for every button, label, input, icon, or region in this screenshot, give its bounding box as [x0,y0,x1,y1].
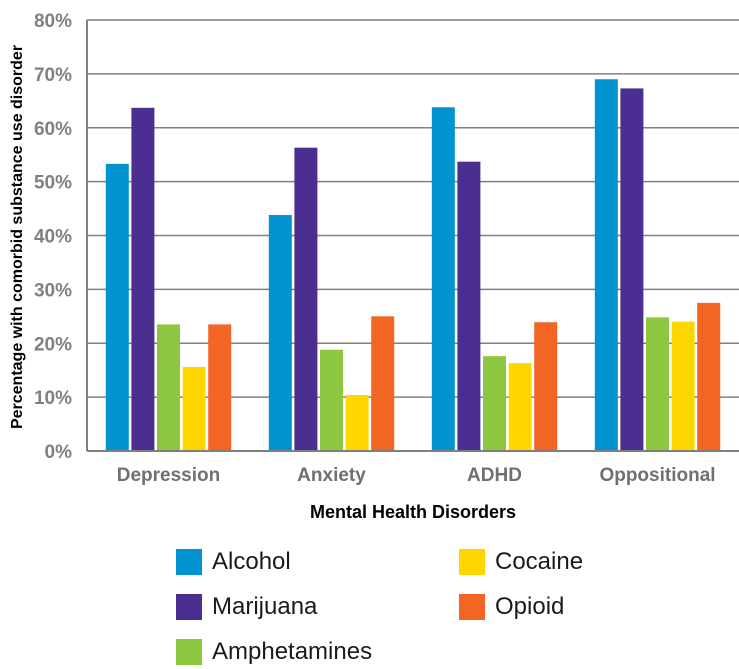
bar-opioid-oppositional [697,302,721,451]
bar-cocaine-anxiety [345,394,369,451]
bar-amphetamines-anxiety [320,349,343,451]
bar-chart: 0% 10% 20% 30% 40% 50% 60% 70% 80% Depression Anx… [9,11,739,522]
legend-label: Amphetamines [212,638,373,665]
bars [105,79,721,451]
legend-swatch [176,594,202,620]
bar-alcohol-anxiety [268,215,292,451]
y-axis-title: Percentage with comorbid substance use d… [9,45,26,429]
bar-amphetamines-depression [157,324,180,451]
x-tick-label: Depression [117,465,220,486]
x-tick-label: Anxiety [297,465,366,486]
bar-amphetamines-oppositional [646,317,669,451]
x-tick-label: ADHD [467,465,522,486]
gridlines [87,19,739,398]
legend-item-alcohol: Alcohol [176,545,291,579]
x-tick-label: Oppositional [599,465,715,486]
legend-item-amphetamines: Amphetamines [176,635,372,669]
legend-swatch [176,639,202,665]
bar-cocaine-oppositional [671,321,695,451]
legend: Alcohol Marijuana Amphetamines Cocaine Opioi… [176,545,646,665]
y-tick-label: 70% [34,65,72,86]
legend-label: Cocaine [495,548,584,575]
bar-marijuana-adhd [457,161,481,451]
y-tick-label: 80% [34,11,72,32]
legend-item-cocaine: Cocaine [459,545,583,579]
x-axis-categories: Depression Anxiety ADHD Oppositional [117,465,716,486]
bar-alcohol-depression [105,163,129,451]
legend-swatch [459,549,485,575]
legend-label: Alcohol [212,548,291,575]
bar-amphetamines-adhd [483,356,506,451]
y-tick-label: 30% [34,280,72,301]
y-tick-label: 20% [34,334,72,355]
x-axis-title: Mental Health Disorders [310,502,516,522]
bar-alcohol-adhd [431,107,455,451]
legend-swatch [176,549,202,575]
bar-marijuana-anxiety [294,147,318,451]
legend-label: Marijuana [212,593,318,620]
bar-opioid-adhd [534,322,558,451]
y-tick-label: 10% [34,388,72,409]
bar-marijuana-depression [131,107,155,451]
bar-cocaine-adhd [508,363,532,451]
y-tick-label: 60% [34,119,72,140]
legend-swatch [459,594,485,620]
legend-item-opioid: Opioid [459,590,564,624]
y-tick-label: 0% [45,442,73,463]
bar-marijuana-oppositional [620,88,644,451]
bar-opioid-depression [208,324,232,451]
bar-alcohol-oppositional [594,79,618,451]
y-tick-label: 40% [34,227,72,248]
legend-item-marijuana: Marijuana [176,590,317,624]
y-axis-ticks: 0% 10% 20% 30% 40% 50% 60% 70% 80% [34,11,72,463]
bar-opioid-anxiety [371,316,395,451]
y-tick-label: 50% [34,173,72,194]
legend-label: Opioid [495,593,565,620]
bar-cocaine-depression [182,366,206,451]
